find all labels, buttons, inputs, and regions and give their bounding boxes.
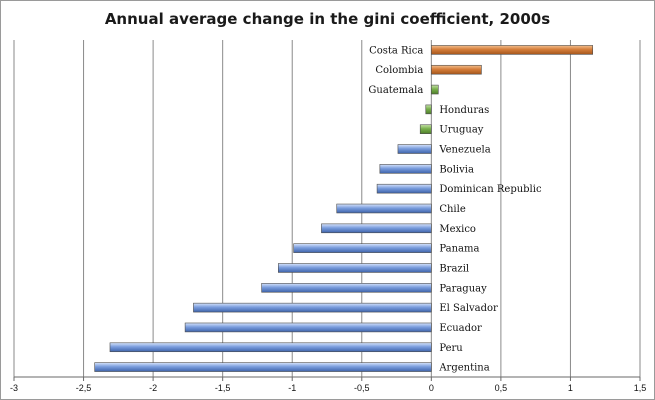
x-tick-label-9: 1,5 xyxy=(634,383,647,393)
category-label-mexico: Mexico xyxy=(439,224,476,235)
bars xyxy=(94,45,594,372)
category-label-guatemala: Guatemala xyxy=(368,85,423,96)
x-tick-label-5: -0,5 xyxy=(354,383,370,393)
category-label-honduras: Honduras xyxy=(439,105,489,116)
category-label-chile: Chile xyxy=(439,204,465,215)
bar-mexico xyxy=(321,223,432,234)
x-tick-label-8: 1 xyxy=(568,383,573,393)
category-label-panama: Panama xyxy=(439,244,479,255)
bar-honduras xyxy=(425,104,432,115)
category-label-brazil: Brazil xyxy=(439,263,469,274)
x-axis: -3 -2,5 -2 -1,5 -1 -0,5 0 0,5 1 1,5 xyxy=(10,376,647,393)
category-label-venezuela: Venezuela xyxy=(438,145,490,156)
bar-bolivia xyxy=(379,164,432,174)
category-label-uruguay: Uruguay xyxy=(439,125,483,136)
category-label-ecuador: Ecuador xyxy=(439,323,482,334)
bar-ecuador xyxy=(184,322,432,333)
x-tick-label-1: -2,5 xyxy=(76,383,92,393)
category-label-colombia: Colombia xyxy=(375,65,423,76)
bar-brazil xyxy=(278,263,432,273)
x-tick-label-2: -2 xyxy=(149,383,157,393)
x-tick-label-0: -3 xyxy=(10,383,18,393)
chart-title: Annual average change in the gini coeffi… xyxy=(104,10,551,28)
bar-paraguay xyxy=(261,283,432,293)
x-tick-label-6: 0 xyxy=(429,383,434,393)
bar-guatemala xyxy=(431,84,439,95)
bar-venezuela xyxy=(397,144,432,154)
bar-peru xyxy=(109,342,432,353)
category-label-bolivia: Bolivia xyxy=(439,164,474,175)
category-label-dominican-republic: Dominican Republic xyxy=(439,184,542,195)
bar-colombia xyxy=(431,64,482,75)
category-label-el-salvador: El Salvador xyxy=(439,303,498,314)
x-tick-label-7: 0,5 xyxy=(495,383,508,393)
x-tick-label-4: -1 xyxy=(288,383,296,393)
bar-chile xyxy=(336,203,432,214)
x-tick-label-3: -1,5 xyxy=(215,383,231,393)
category-label-costa-rica: Costa Rica xyxy=(369,45,423,56)
category-label-peru: Peru xyxy=(439,343,463,354)
bar-dominican-republic xyxy=(376,183,432,194)
category-label-argentina: Argentina xyxy=(438,363,489,374)
category-label-paraguay: Paraguay xyxy=(439,283,487,294)
category-labels: Costa Rica Colombia Guatemala Honduras Urugu… xyxy=(368,45,542,373)
bar-argentina xyxy=(94,362,432,372)
bar-panama xyxy=(293,243,432,253)
bar-costa-rica xyxy=(431,45,594,55)
bar-uruguay xyxy=(419,124,432,134)
bar-el-salvador xyxy=(193,302,432,313)
